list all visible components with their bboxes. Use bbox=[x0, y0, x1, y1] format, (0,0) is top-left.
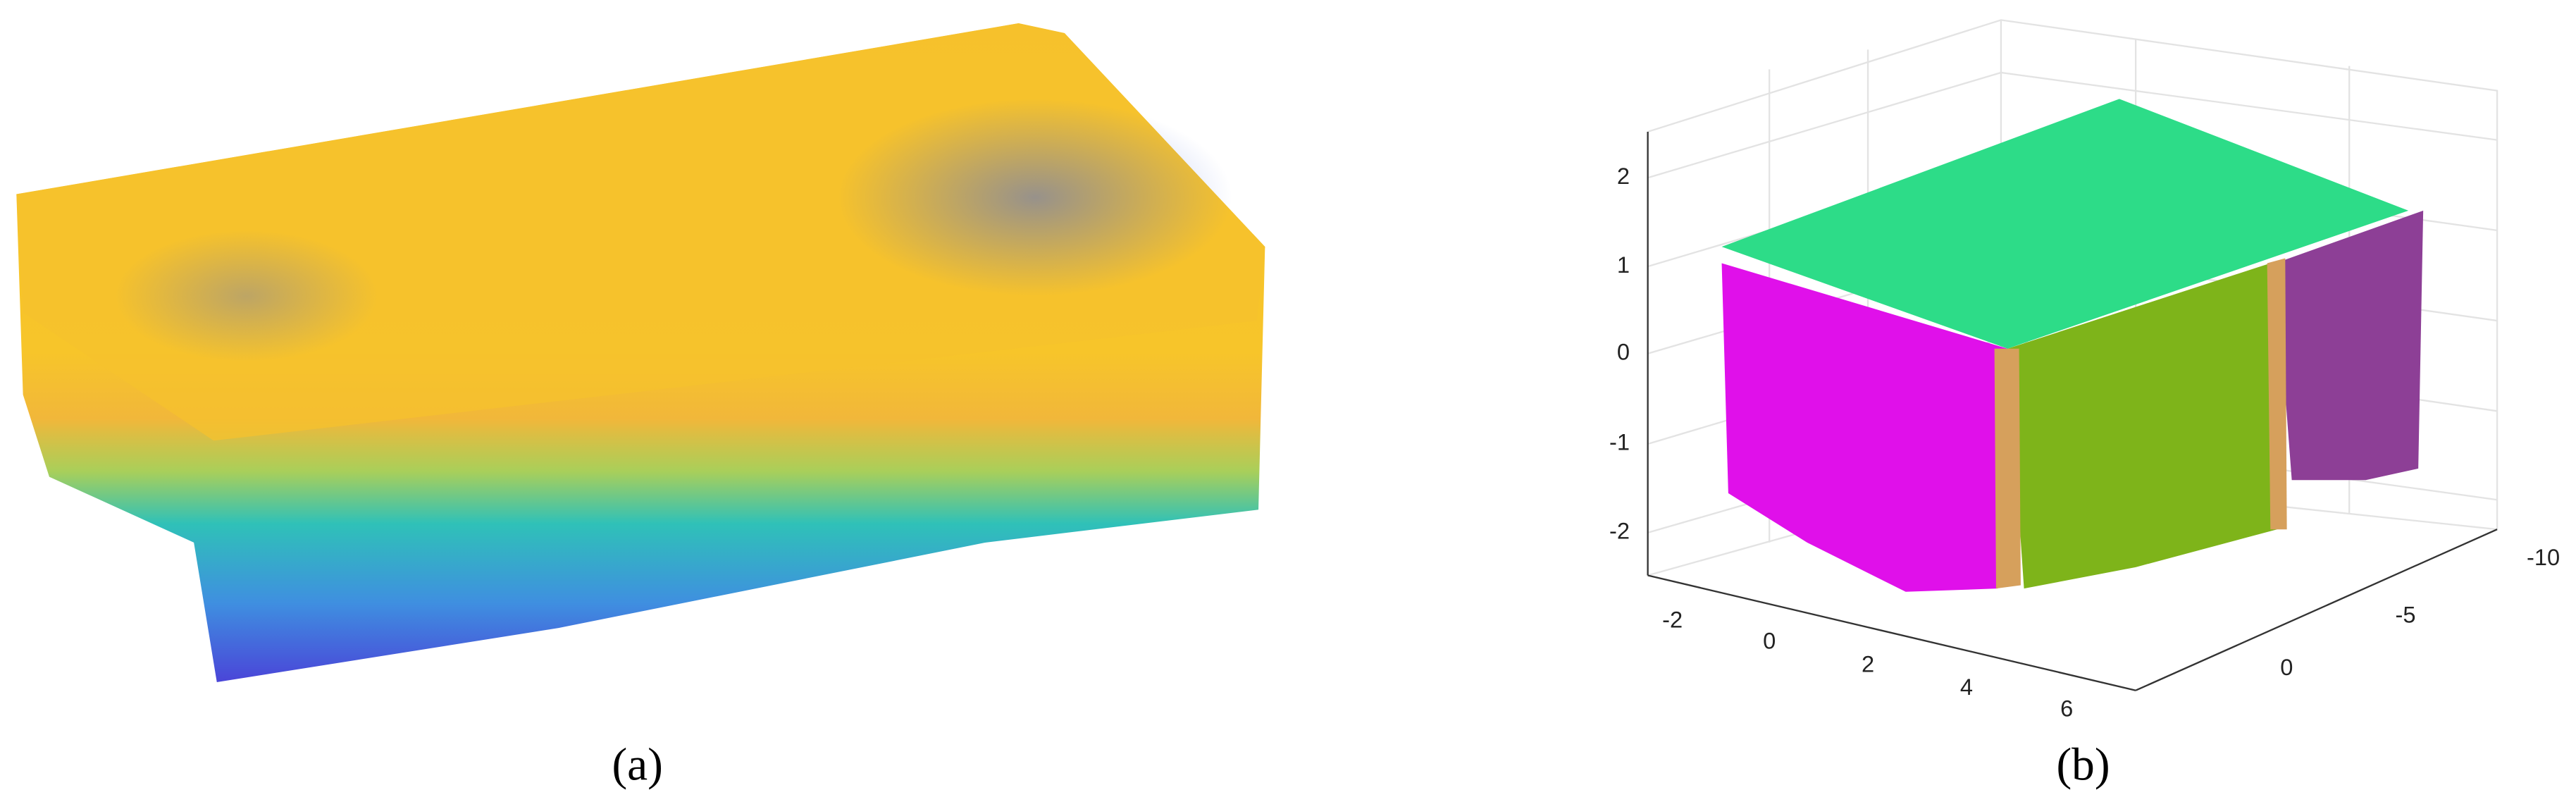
panel-label: (b) bbox=[2056, 740, 2110, 791]
y-axis bbox=[2135, 529, 2498, 691]
cloud-patch bbox=[838, 99, 1232, 297]
tick-labels: 2 1 0 -1 -2 -2 0 2 4 6 -10 -5 0 bbox=[1609, 163, 2560, 721]
segment-orange bbox=[2267, 258, 2287, 530]
x-tick-label: -2 bbox=[1662, 606, 1683, 632]
segment-purple bbox=[2275, 210, 2424, 481]
y-tick-label: -10 bbox=[2527, 544, 2560, 570]
z-tick-label: -1 bbox=[1609, 429, 1630, 455]
x-tick-label: 0 bbox=[1763, 628, 1776, 654]
panel-label: (a) bbox=[612, 740, 662, 791]
segments bbox=[1721, 99, 2424, 592]
y-tick-label: 0 bbox=[2280, 654, 2293, 680]
z-tick-label: 0 bbox=[1617, 338, 1630, 364]
segment-magenta bbox=[1721, 263, 2008, 592]
cloud-patch bbox=[115, 230, 378, 362]
y-tick-label: -5 bbox=[2396, 601, 2416, 627]
x-tick-label: 6 bbox=[2060, 695, 2073, 721]
segment-olive bbox=[2007, 263, 2277, 589]
x-tick-label: 4 bbox=[1960, 674, 1973, 700]
x-axis bbox=[1647, 574, 2136, 691]
z-tick-label: -2 bbox=[1609, 517, 1630, 543]
point-cloud-a bbox=[16, 23, 1265, 683]
z-tick-label: 2 bbox=[1617, 163, 1630, 189]
z-tick-label: 1 bbox=[1617, 252, 1630, 278]
segment-green bbox=[1721, 99, 2409, 349]
axis-box bbox=[1647, 19, 2498, 530]
segment-orange bbox=[1994, 348, 2021, 589]
x-tick-label: 2 bbox=[1862, 650, 1874, 677]
